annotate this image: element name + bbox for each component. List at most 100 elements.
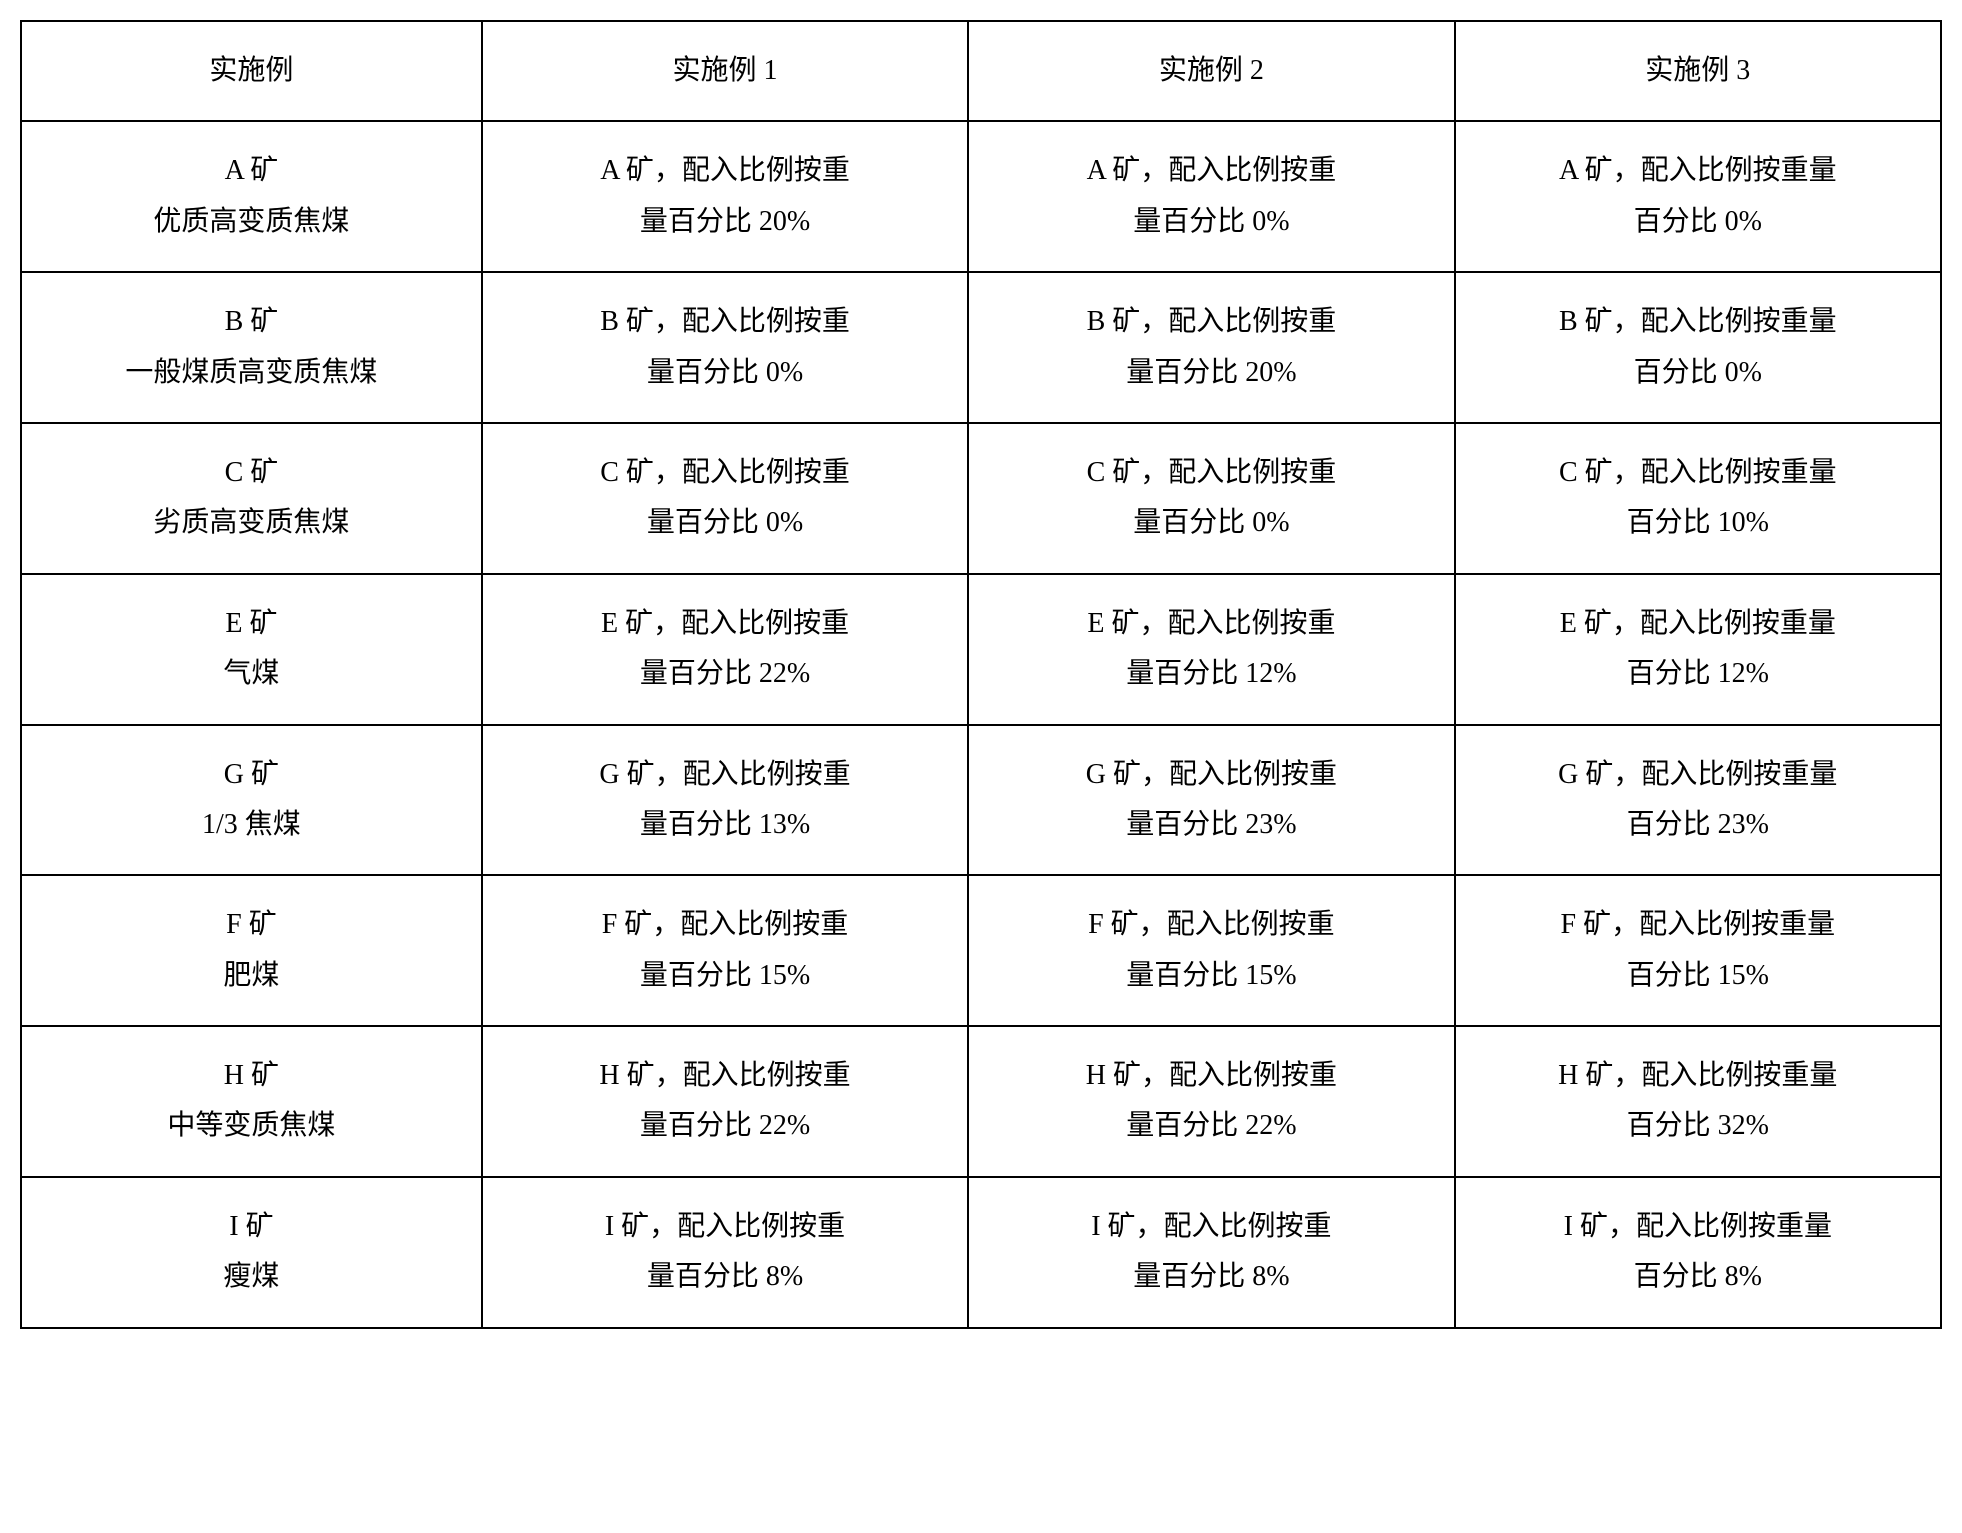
- table-row: E 矿气煤E 矿，配入比例按重量百分比 22%E 矿，配入比例按重量百分比 12…: [21, 574, 1941, 725]
- row-label: E 矿气煤: [21, 574, 482, 725]
- row-label: F 矿肥煤: [21, 875, 482, 1026]
- cell-line2: 量百分比 23%: [1126, 809, 1296, 840]
- row-label: B 矿一般煤质高变质焦煤: [21, 272, 482, 423]
- row-label-line1: H 矿: [224, 1060, 279, 1091]
- cell-example-3: A 矿，配入比例按重量百分比 0%: [1455, 121, 1941, 272]
- cell-line1: E 矿，配入比例按重: [1087, 608, 1335, 639]
- row-label-line1: F 矿: [226, 909, 277, 940]
- row-label-line1: E 矿: [225, 608, 277, 639]
- cell-example-1: B 矿，配入比例按重量百分比 0%: [482, 272, 968, 423]
- row-label-line2: 1/3 焦煤: [202, 809, 301, 840]
- cell-example-1: E 矿，配入比例按重量百分比 22%: [482, 574, 968, 725]
- cell-example-1: H 矿，配入比例按重量百分比 22%: [482, 1026, 968, 1177]
- cell-line2: 量百分比 0%: [647, 357, 803, 388]
- coal-blend-table: 实施例 实施例 1 实施例 2 实施例 3 A 矿优质高变质焦煤A 矿，配入比例…: [20, 20, 1942, 1329]
- cell-line2: 量百分比 8%: [1133, 1261, 1289, 1292]
- row-label: H 矿中等变质焦煤: [21, 1026, 482, 1177]
- row-label: A 矿优质高变质焦煤: [21, 121, 482, 272]
- cell-example-3: F 矿，配入比例按重量百分比 15%: [1455, 875, 1941, 1026]
- cell-line2: 百分比 0%: [1634, 206, 1762, 237]
- cell-example-2: F 矿，配入比例按重量百分比 15%: [968, 875, 1454, 1026]
- cell-example-1: I 矿，配入比例按重量百分比 8%: [482, 1177, 968, 1328]
- col-header-example: 实施例: [21, 21, 482, 121]
- table-row: B 矿一般煤质高变质焦煤B 矿，配入比例按重量百分比 0%B 矿，配入比例按重量…: [21, 272, 1941, 423]
- cell-line1: A 矿，配入比例按重量: [1559, 155, 1837, 186]
- row-label-line2: 优质高变质焦煤: [153, 206, 349, 237]
- cell-line2: 量百分比 0%: [1133, 507, 1289, 538]
- cell-example-3: C 矿，配入比例按重量百分比 10%: [1455, 423, 1941, 574]
- cell-line1: H 矿，配入比例按重量: [1558, 1060, 1837, 1091]
- row-label-line2: 一般煤质高变质焦煤: [125, 357, 377, 388]
- cell-line2: 百分比 10%: [1627, 507, 1769, 538]
- cell-line2: 量百分比 0%: [1133, 206, 1289, 237]
- cell-example-3: G 矿，配入比例按重量百分比 23%: [1455, 725, 1941, 876]
- row-label: I 矿瘦煤: [21, 1177, 482, 1328]
- cell-line2: 量百分比 8%: [647, 1261, 803, 1292]
- cell-example-3: I 矿，配入比例按重量百分比 8%: [1455, 1177, 1941, 1328]
- table-row: A 矿优质高变质焦煤A 矿，配入比例按重量百分比 20%A 矿，配入比例按重量百…: [21, 121, 1941, 272]
- cell-line2: 量百分比 22%: [640, 658, 810, 689]
- cell-line1: B 矿，配入比例按重量: [1559, 306, 1837, 337]
- row-label-line2: 肥煤: [223, 960, 279, 991]
- col-header-example-3: 实施例 3: [1455, 21, 1941, 121]
- row-label-line2: 中等变质焦煤: [167, 1110, 335, 1141]
- cell-line1: E 矿，配入比例按重: [601, 608, 849, 639]
- table-row: G 矿1/3 焦煤G 矿，配入比例按重量百分比 13%G 矿，配入比例按重量百分…: [21, 725, 1941, 876]
- row-label-line1: A 矿: [225, 155, 279, 186]
- cell-example-2: A 矿，配入比例按重量百分比 0%: [968, 121, 1454, 272]
- row-label: C 矿劣质高变质焦煤: [21, 423, 482, 574]
- cell-line1: E 矿，配入比例按重量: [1560, 608, 1836, 639]
- cell-line1: C 矿，配入比例按重: [600, 457, 850, 488]
- cell-line1: G 矿，配入比例按重: [599, 759, 850, 790]
- cell-example-1: G 矿，配入比例按重量百分比 13%: [482, 725, 968, 876]
- cell-line1: C 矿，配入比例按重: [1087, 457, 1337, 488]
- cell-line1: B 矿，配入比例按重: [600, 306, 850, 337]
- cell-line1: C 矿，配入比例按重量: [1559, 457, 1837, 488]
- cell-line1: F 矿，配入比例按重: [602, 909, 849, 940]
- cell-line2: 百分比 8%: [1634, 1261, 1762, 1292]
- table-row: I 矿瘦煤I 矿，配入比例按重量百分比 8%I 矿，配入比例按重量百分比 8%I…: [21, 1177, 1941, 1328]
- table-row: H 矿中等变质焦煤H 矿，配入比例按重量百分比 22%H 矿，配入比例按重量百分…: [21, 1026, 1941, 1177]
- cell-example-2: H 矿，配入比例按重量百分比 22%: [968, 1026, 1454, 1177]
- cell-line1: B 矿，配入比例按重: [1087, 306, 1337, 337]
- table-header-row: 实施例 实施例 1 实施例 2 实施例 3: [21, 21, 1941, 121]
- cell-example-1: C 矿，配入比例按重量百分比 0%: [482, 423, 968, 574]
- cell-line2: 量百分比 20%: [640, 206, 810, 237]
- row-label-line1: G 矿: [224, 759, 279, 790]
- table-row: F 矿肥煤F 矿，配入比例按重量百分比 15%F 矿，配入比例按重量百分比 15…: [21, 875, 1941, 1026]
- cell-line1: I 矿，配入比例按重: [1091, 1211, 1331, 1242]
- row-label: G 矿 1/3 焦煤: [21, 725, 482, 876]
- cell-line1: G 矿，配入比例按重: [1086, 759, 1337, 790]
- cell-example-2: B 矿，配入比例按重量百分比 20%: [968, 272, 1454, 423]
- cell-line2: 量百分比 12%: [1126, 658, 1296, 689]
- cell-example-2: G 矿，配入比例按重量百分比 23%: [968, 725, 1454, 876]
- cell-line2: 量百分比 15%: [640, 960, 810, 991]
- cell-example-2: E 矿，配入比例按重量百分比 12%: [968, 574, 1454, 725]
- cell-line1: H 矿，配入比例按重: [599, 1060, 850, 1091]
- row-label-line2: 劣质高变质焦煤: [153, 507, 349, 538]
- cell-line1: H 矿，配入比例按重: [1086, 1060, 1337, 1091]
- row-label-line1: B 矿: [225, 306, 279, 337]
- cell-line2: 百分比 0%: [1634, 357, 1762, 388]
- cell-example-1: A 矿，配入比例按重量百分比 20%: [482, 121, 968, 272]
- col-header-example-2: 实施例 2: [968, 21, 1454, 121]
- cell-line2: 量百分比 22%: [1126, 1110, 1296, 1141]
- row-label-line1: C 矿: [225, 457, 279, 488]
- cell-line2: 百分比 15%: [1627, 960, 1769, 991]
- cell-line1: G 矿，配入比例按重量: [1558, 759, 1837, 790]
- cell-example-1: F 矿，配入比例按重量百分比 15%: [482, 875, 968, 1026]
- cell-line2: 量百分比 22%: [640, 1110, 810, 1141]
- table-body: A 矿优质高变质焦煤A 矿，配入比例按重量百分比 20%A 矿，配入比例按重量百…: [21, 121, 1941, 1327]
- cell-example-2: C 矿，配入比例按重量百分比 0%: [968, 423, 1454, 574]
- row-label-line2: 瘦煤: [223, 1261, 279, 1292]
- cell-line2: 量百分比 0%: [647, 507, 803, 538]
- cell-example-2: I 矿，配入比例按重量百分比 8%: [968, 1177, 1454, 1328]
- cell-line1: A 矿，配入比例按重: [1087, 155, 1337, 186]
- cell-line2: 百分比 23%: [1627, 809, 1769, 840]
- cell-line2: 量百分比 20%: [1126, 357, 1296, 388]
- cell-line1: F 矿，配入比例按重量: [1561, 909, 1836, 940]
- row-label-line2: 气煤: [223, 658, 279, 689]
- cell-line1: A 矿，配入比例按重: [600, 155, 850, 186]
- cell-line2: 百分比 32%: [1627, 1110, 1769, 1141]
- cell-line1: F 矿，配入比例按重: [1088, 909, 1335, 940]
